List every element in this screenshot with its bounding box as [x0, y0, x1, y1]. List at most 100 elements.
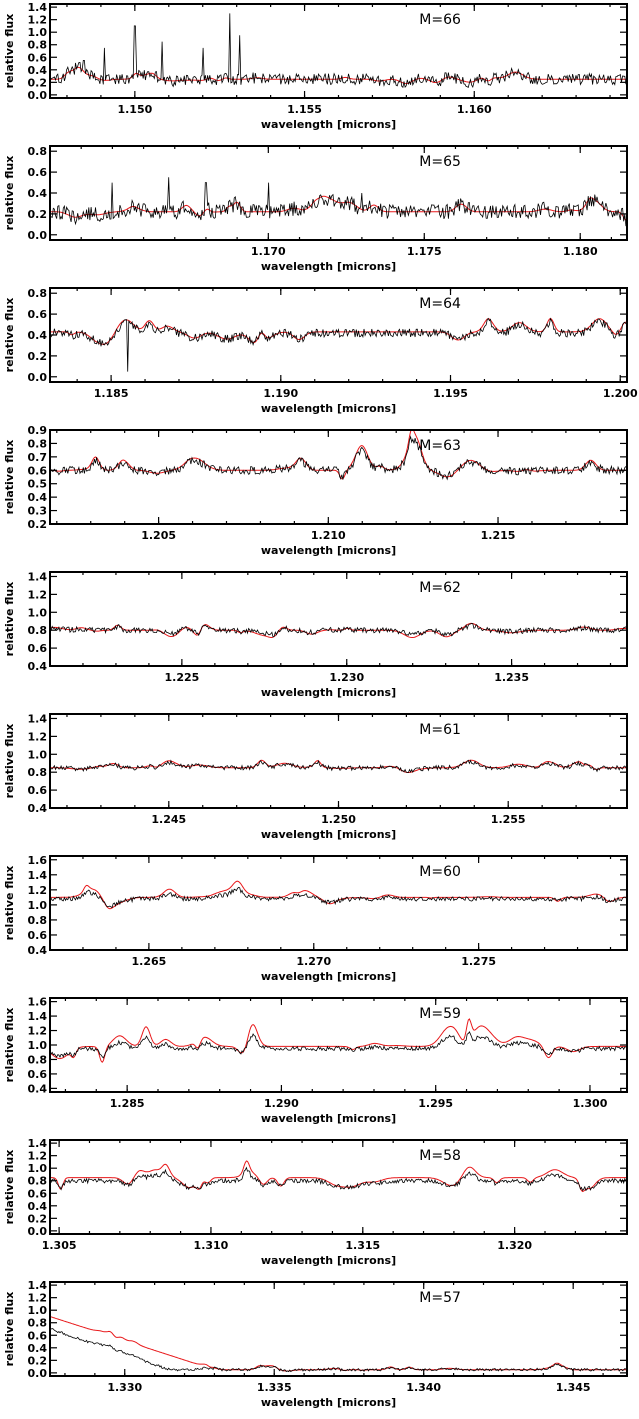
- plot-frame: [49, 429, 628, 525]
- y-tick-label: 0.0: [28, 89, 48, 102]
- y-tick-label: 0.4: [28, 1342, 48, 1355]
- y-tick-label: 0.6: [28, 51, 48, 64]
- y-tick-label: 0.0: [28, 1367, 48, 1380]
- y-tick-label: 0.9: [28, 424, 48, 437]
- x-axis-label: wavelength [microns]: [261, 1112, 396, 1125]
- y-tick-label: 0.2: [28, 518, 48, 531]
- x-tick-label: 1.285: [110, 1097, 145, 1110]
- x-tick-label: 1.335: [257, 1381, 292, 1394]
- y-tick-label: 0.2: [28, 208, 48, 221]
- x-tick-label: 1.320: [497, 1239, 532, 1252]
- y-tick-label: 0.8: [28, 624, 48, 637]
- plot-frame: [49, 3, 628, 99]
- y-tick-label: 1.2: [28, 1025, 48, 1038]
- x-axis-label: wavelength [microns]: [261, 1254, 396, 1267]
- y-tick-label: 0.4: [28, 944, 48, 957]
- y-axis-label: relative flux: [3, 866, 16, 941]
- x-axis-label: wavelength [microns]: [261, 402, 396, 415]
- y-tick-label: 1.4: [28, 1, 48, 14]
- spectrum-panel: 1.305 1.310 1.315 1.3200.00.20.40.60.81.01.…: [3, 1137, 628, 1267]
- x-tick-label: 1.190: [263, 387, 298, 400]
- y-tick-label: 1.0: [28, 748, 48, 761]
- order-label: M=63: [419, 438, 461, 454]
- x-tick-label: 1.195: [433, 387, 468, 400]
- observed-spectrum-line: [50, 435, 627, 481]
- y-tick-label: 0.6: [28, 1329, 48, 1342]
- x-tick-label: 1.340: [406, 1381, 441, 1394]
- x-tick-label: 1.255: [491, 813, 526, 826]
- y-axis-label: relative flux: [3, 1292, 16, 1367]
- y-tick-label: 0.6: [28, 929, 48, 942]
- model-spectrum-line: [50, 1160, 627, 1193]
- plot-frame: [49, 855, 628, 951]
- spectrum-panel: 1.285 1.290 1.295 1.300 0.40.6 0.81.01.2 1.41.…: [3, 996, 628, 1125]
- y-tick-label: 1.0: [28, 1162, 48, 1175]
- x-tick-label: 1.275: [461, 955, 496, 968]
- observed-spectrum-line: [50, 317, 627, 372]
- plot-frame: [49, 713, 628, 809]
- y-axis-label: relative flux: [3, 724, 16, 799]
- x-tick-label: 1.250: [321, 813, 356, 826]
- plot-frame: [49, 1281, 628, 1377]
- model-spectrum-line: [50, 1316, 627, 1372]
- y-tick-label: 0.6: [28, 642, 48, 655]
- order-label: M=60: [419, 864, 461, 880]
- y-tick-label: 0.8: [28, 766, 48, 779]
- y-tick-label: 0.4: [28, 1200, 48, 1213]
- y-tick-label: 1.0: [28, 1304, 48, 1317]
- y-axis-label: relative flux: [3, 1150, 16, 1225]
- x-tick-label: 1.245: [151, 813, 186, 826]
- model-spectrum-line: [50, 195, 627, 221]
- plot-frame: [49, 1139, 628, 1235]
- y-tick-label: 0.0: [28, 371, 48, 384]
- observed-spectrum-line: [50, 1030, 627, 1059]
- y-tick-label: 1.4: [28, 1279, 48, 1292]
- observed-spectrum-line: [50, 1328, 627, 1373]
- y-tick-label: 1.4: [28, 869, 48, 882]
- y-tick-label: 0.2: [28, 1354, 48, 1367]
- x-tick-label: 1.270: [296, 955, 331, 968]
- spectrum-panel: 1.225 1.230 1.235 0.4 0.6 0.8 1.0 1.2 1.4 wavelen…: [3, 570, 628, 699]
- x-axis-label: wavelength [microns]: [261, 544, 396, 557]
- model-spectrum-line: [50, 1018, 627, 1063]
- y-tick-label: 0.4: [28, 491, 48, 504]
- x-tick-label: 1.180: [563, 245, 598, 258]
- y-tick-label: 1.4: [28, 712, 48, 725]
- x-tick-label: 1.330: [107, 1381, 142, 1394]
- spectrum-panel: 1.205 1.210 1.215 0.20.30.40.50.60.70.80.9 w…: [3, 424, 628, 557]
- y-tick-label: 0.8: [28, 914, 48, 927]
- y-tick-label: 0.0: [28, 229, 48, 242]
- y-tick-label: 0.3: [28, 505, 48, 518]
- x-axis-label: wavelength [microns]: [261, 828, 396, 841]
- y-tick-label: 0.8: [28, 39, 48, 52]
- y-tick-label: 0.8: [28, 1317, 48, 1330]
- x-tick-label: 1.185: [94, 387, 129, 400]
- y-axis-label: relative flux: [3, 440, 16, 515]
- x-axis-label: wavelength [microns]: [261, 118, 396, 131]
- y-tick-label: 0.6: [28, 166, 48, 179]
- spectrum-panel: 1.150 1.155 1.160 0.00.20.40.60.81.01.21.4 w…: [3, 1, 628, 131]
- y-tick-label: 0.8: [28, 1175, 48, 1188]
- model-spectrum-line: [50, 622, 627, 638]
- observed-spectrum-line: [50, 886, 627, 909]
- y-axis-label: relative flux: [3, 156, 16, 231]
- observed-spectrum-line: [50, 13, 627, 89]
- y-tick-label: 1.2: [28, 588, 48, 601]
- y-tick-label: 1.2: [28, 14, 48, 27]
- x-tick-label: 1.170: [251, 245, 286, 258]
- x-tick-label: 1.290: [264, 1097, 299, 1110]
- y-tick-label: 1.0: [28, 899, 48, 912]
- x-tick-label: 1.155: [287, 103, 322, 116]
- x-tick-label: 1.305: [42, 1239, 77, 1252]
- y-tick-label: 0.8: [28, 437, 48, 450]
- y-tick-label: 1.6: [28, 854, 48, 867]
- y-tick-label: 0.5: [28, 478, 48, 491]
- y-tick-label: 0.0: [28, 1225, 48, 1238]
- y-tick-label: 1.2: [28, 1292, 48, 1305]
- y-tick-label: 1.2: [28, 730, 48, 743]
- observed-spectrum-line: [50, 759, 627, 773]
- y-tick-label: 0.4: [28, 1082, 48, 1095]
- order-label: M=66: [419, 12, 461, 28]
- y-tick-label: 0.2: [28, 76, 48, 89]
- y-tick-label: 1.0: [28, 1039, 48, 1052]
